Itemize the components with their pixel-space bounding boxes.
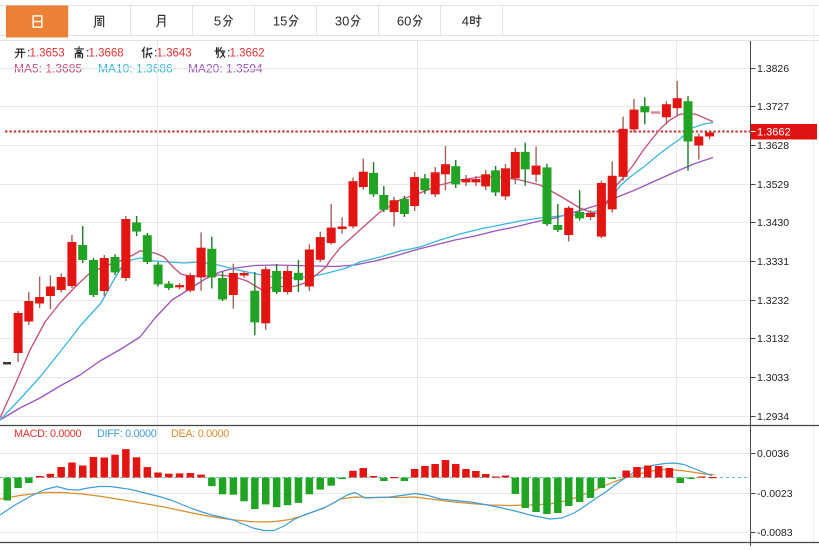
- svg-text::: :: [86, 46, 89, 60]
- svg-text:1.3668: 1.3668: [89, 48, 124, 60]
- svg-text:5: 5: [214, 14, 221, 29]
- svg-text:60: 60: [397, 14, 411, 29]
- svg-text:1.3430: 1.3430: [757, 217, 789, 229]
- svg-text:1.3662: 1.3662: [757, 127, 791, 139]
- svg-text:DIFF: 0.0000: DIFF: 0.0000: [97, 428, 157, 440]
- svg-text::: :: [27, 46, 30, 60]
- svg-text:0.0036: 0.0036: [757, 448, 789, 460]
- svg-text:15: 15: [273, 14, 287, 29]
- svg-text:1.3628: 1.3628: [757, 140, 789, 152]
- svg-text:1.3826: 1.3826: [757, 63, 789, 75]
- svg-text:-0.0023: -0.0023: [757, 488, 793, 500]
- svg-text:4: 4: [462, 14, 469, 29]
- svg-text:1.3662: 1.3662: [230, 48, 265, 60]
- svg-text:DEA: 0.0000: DEA: 0.0000: [171, 428, 229, 440]
- svg-text:1.3033: 1.3033: [757, 372, 789, 384]
- svg-text:1.3643: 1.3643: [157, 48, 192, 60]
- svg-text:30: 30: [335, 14, 349, 29]
- svg-text:-0.0083: -0.0083: [757, 527, 793, 539]
- svg-text:MACD: 0.0000: MACD: 0.0000: [14, 428, 82, 440]
- svg-text:1.3529: 1.3529: [757, 179, 789, 191]
- svg-text:1.3132: 1.3132: [757, 333, 789, 345]
- svg-text:1.2934: 1.2934: [757, 411, 789, 423]
- svg-text:1.3727: 1.3727: [757, 101, 789, 113]
- svg-text::: :: [227, 46, 230, 60]
- svg-text:1.3232: 1.3232: [757, 295, 789, 307]
- svg-text::: :: [154, 46, 157, 60]
- svg-text:1.3653: 1.3653: [30, 48, 65, 60]
- svg-text:1.3331: 1.3331: [757, 256, 789, 268]
